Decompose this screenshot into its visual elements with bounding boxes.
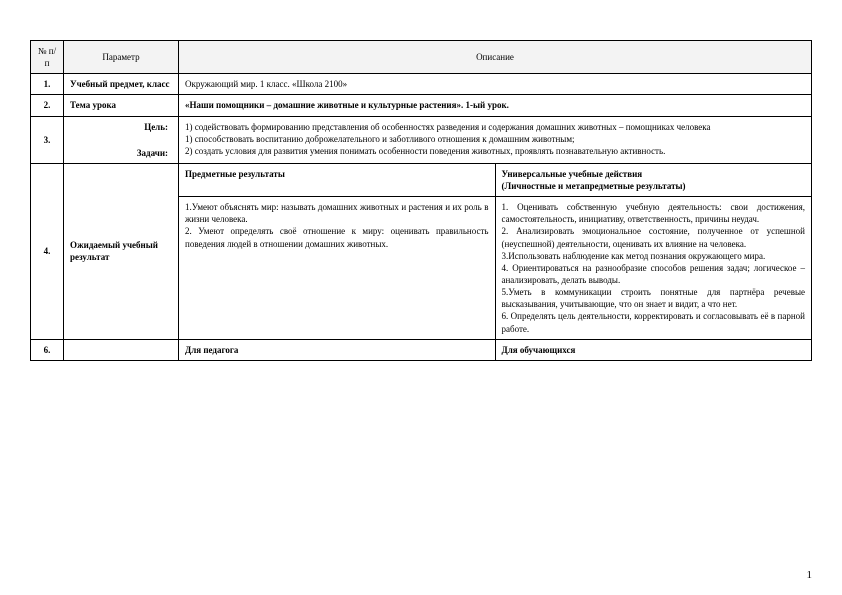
table-row: 4. Ожидаемый учебный результат Предметны… (31, 163, 812, 196)
header-desc: Описание (179, 41, 812, 74)
row3-num: 3. (31, 116, 64, 163)
header-param: Параметр (64, 41, 179, 74)
row4-param: Ожидаемый учебный результат (64, 163, 179, 339)
table-row: 1. Учебный предмет, класс Окружающий мир… (31, 74, 812, 95)
row2-num: 2. (31, 95, 64, 116)
page-number: 1 (807, 569, 813, 581)
tasks-label: Задачи: (70, 147, 168, 159)
row4-body-left: 1.Умеют объяснять мир: называть домашних… (179, 197, 496, 340)
row1-param: Учебный предмет, класс (64, 74, 179, 95)
table-row: 6. Для педагога Для обучающихся (31, 339, 812, 360)
row4-head-left: Предметные результаты (179, 163, 496, 196)
row4-num: 4. (31, 163, 64, 339)
row4-head-right: Универсальные учебные действия (Личностн… (495, 163, 812, 196)
row6-param (64, 339, 179, 360)
row2-param: Тема урока (64, 95, 179, 116)
goal-label: Цель: (70, 121, 168, 133)
row1-desc: Окружающий мир. 1 класс. «Школа 2100» (179, 74, 812, 95)
row6-num: 6. (31, 339, 64, 360)
row2-desc: «Наши помощники – домашние животные и ку… (179, 95, 812, 116)
table-row: 2. Тема урока «Наши помощники – домашние… (31, 95, 812, 116)
table-row: 3. Цель: Задачи: 1) содействовать формир… (31, 116, 812, 163)
row3-param: Цель: Задачи: (64, 116, 179, 163)
row6-left: Для педагога (179, 339, 496, 360)
table-header-row: № п/п Параметр Описание (31, 41, 812, 74)
lesson-plan-table: № п/п Параметр Описание 1. Учебный предм… (30, 40, 812, 361)
row1-num: 1. (31, 74, 64, 95)
header-num: № п/п (31, 41, 64, 74)
row4-body-right: 1. Оценивать собственную учебную деятель… (495, 197, 812, 340)
row3-desc: 1) содействовать формированию представле… (179, 116, 812, 163)
row6-right: Для обучающихся (495, 339, 812, 360)
